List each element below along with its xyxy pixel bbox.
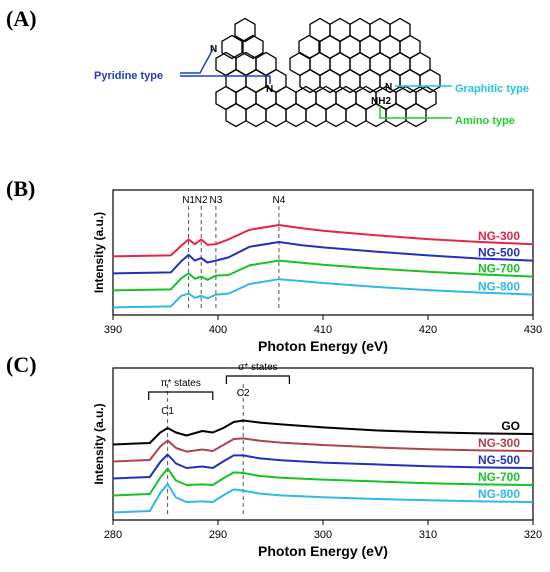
hexagon-ring-5: [389, 17, 411, 43]
hexagon-ring-15: [235, 51, 257, 77]
hexagon-ring-7: [242, 34, 264, 60]
hexagon-ring-22: [389, 51, 411, 77]
amino-type-label: Amino type: [455, 115, 515, 127]
hexagon-ring-54: [405, 102, 427, 128]
x-tick-label: 280: [104, 529, 122, 541]
sigma-star-bracket: [225, 375, 290, 384]
hexagon-ring-13: [399, 34, 421, 60]
x-tick-label: 320: [524, 529, 542, 541]
chart-c: 280 290 300 310 320 Photon Energy (eV) Intensi…: [92, 362, 542, 559]
series-line-ng-500: [112, 453, 534, 480]
hexagon-ring-9: [319, 34, 341, 60]
hexagon-ring-6: [221, 34, 243, 60]
panel-label-c: (C): [6, 352, 37, 377]
hexagon-ring-20: [349, 51, 371, 77]
x-axis-label: Photon Energy (eV): [258, 543, 388, 559]
peak-label-n4: N4: [273, 195, 286, 206]
y-axis-label: Intensity (a.u.): [92, 212, 106, 293]
hexagon-ring-49: [305, 102, 327, 128]
pyridine-type-label: Pyridine type: [94, 70, 163, 82]
hexagon-ring-14: [215, 51, 237, 77]
hexagon-ring-35: [235, 85, 257, 111]
hexagon-ring-3: [349, 17, 371, 43]
amino-nh2-group: NH2: [371, 96, 391, 107]
series-label-go: GO: [501, 419, 520, 433]
series-label-ng-300: NG-300: [478, 436, 520, 450]
hexagon-ring-16: [255, 51, 277, 77]
series-label-ng-500: NG-500: [478, 246, 520, 260]
series-line-ng-800: [112, 278, 534, 309]
series-label-ng-300: NG-300: [478, 229, 520, 243]
peak-label-c1: C1: [161, 406, 174, 417]
hexagon-ring-2: [329, 17, 351, 43]
graphitic-type-label: Graphitic type: [455, 83, 529, 95]
hexagon-ring-11: [359, 34, 381, 60]
series-line-ng-300: [112, 437, 534, 463]
pyridine-n-atom-1: N: [210, 44, 217, 55]
hexagon-ring-48: [285, 102, 307, 128]
hexagon-ring-47: [265, 102, 287, 128]
peak-label-n3: N3: [210, 195, 223, 206]
series-line-ng-700: [112, 259, 534, 292]
graphitic-n-atom: N: [385, 82, 392, 93]
series-line-ng-500: [112, 241, 534, 275]
pyridine-pointer-2: [180, 75, 271, 84]
hexagon-ring-37: [275, 85, 297, 111]
x-tick-label: 400: [209, 324, 227, 336]
hexagon-ring-19: [329, 51, 351, 77]
x-tick-label: 420: [419, 324, 437, 336]
structure-labels: Pyridine type Graphitic type Amino type …: [94, 44, 529, 127]
series-label-ng-800: NG-800: [478, 280, 520, 294]
hexagon-ring-46: [245, 102, 267, 128]
series-label-ng-700: NG-700: [478, 262, 520, 276]
series-label-ng-800: NG-800: [478, 487, 520, 501]
series-line-ng-700: [112, 467, 534, 497]
sigma-star-states-label: σ* states: [238, 362, 278, 373]
amino-pointer: [379, 106, 452, 119]
hexagon-ring-0: [234, 17, 256, 43]
hexagon-ring-4: [369, 17, 391, 43]
hexagon-ring-34: [215, 85, 237, 111]
panel-label-a: (A): [6, 6, 37, 31]
hexagon-ring-23: [409, 51, 431, 77]
peak-label-c2: C2: [237, 388, 250, 399]
pyridine-pointer-1: [180, 48, 214, 74]
hexagon-ring-12: [379, 34, 401, 60]
plot-frame: [112, 189, 534, 316]
pyridine-n-atom-2: N: [266, 84, 273, 95]
series-line-ng-300: [112, 224, 534, 258]
x-tick-label: 310: [419, 529, 437, 541]
panel-label-b: (B): [6, 176, 36, 201]
nitrogen-doped-graphene-structure: [215, 17, 441, 128]
hexagon-ring-51: [345, 102, 367, 128]
series-line-ng-800: [112, 483, 534, 514]
series-label-ng-500: NG-500: [478, 453, 520, 467]
x-tick-label: 290: [209, 529, 227, 541]
x-tick-label: 300: [314, 529, 332, 541]
pi-star-states-label: π* states: [161, 378, 201, 389]
x-tick-label: 390: [104, 324, 122, 336]
series-label-ng-700: NG-700: [478, 470, 520, 484]
hexagon-ring-21: [369, 51, 391, 77]
pi-star-bracket: [148, 391, 214, 400]
hexagon-ring-18: [309, 51, 331, 77]
hexagon-ring-10: [339, 34, 361, 60]
series-line-go: [112, 419, 534, 446]
peak-label-n1: N1: [182, 195, 195, 206]
x-axis-label: Photon Energy (eV): [258, 338, 388, 354]
hexagon-ring-24: [225, 68, 247, 94]
hexagon-ring-33: [419, 68, 441, 94]
hexagon-ring-50: [325, 102, 347, 128]
hexagon-ring-45: [225, 102, 247, 128]
y-axis-label: Intensity (a.u.): [92, 403, 106, 484]
hexagon-ring-25: [245, 68, 267, 94]
x-tick-label: 410: [314, 324, 332, 336]
x-tick-label: 430: [524, 324, 542, 336]
peak-label-n2: N2: [195, 195, 208, 206]
chart-b: 390 400 410 420 430 Photon Energy (eV) Intensi…: [92, 189, 542, 354]
hexagon-ring-17: [289, 51, 311, 77]
